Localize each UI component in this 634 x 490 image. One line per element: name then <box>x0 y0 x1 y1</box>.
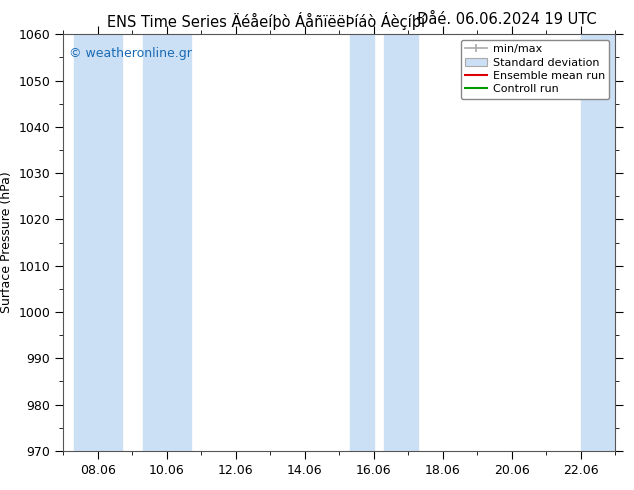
Bar <box>349 34 373 451</box>
Text: © weatheronline.gr: © weatheronline.gr <box>69 47 192 60</box>
Bar <box>74 34 122 451</box>
Bar <box>581 34 615 451</box>
Text: Ðåé. 06.06.2024 19 UTC: Ðåé. 06.06.2024 19 UTC <box>417 12 597 27</box>
Legend: min/max, Standard deviation, Ensemble mean run, Controll run: min/max, Standard deviation, Ensemble me… <box>460 40 609 99</box>
Bar <box>384 34 418 451</box>
Text: ENS Time Series Äéåeíþò ÁåñïëëÞíáò Áèçíþí: ENS Time Series Äéåeíþò ÁåñïëëÞíáò Áèçíþ… <box>107 12 425 30</box>
Bar <box>143 34 191 451</box>
Y-axis label: Surface Pressure (hPa): Surface Pressure (hPa) <box>0 172 13 314</box>
